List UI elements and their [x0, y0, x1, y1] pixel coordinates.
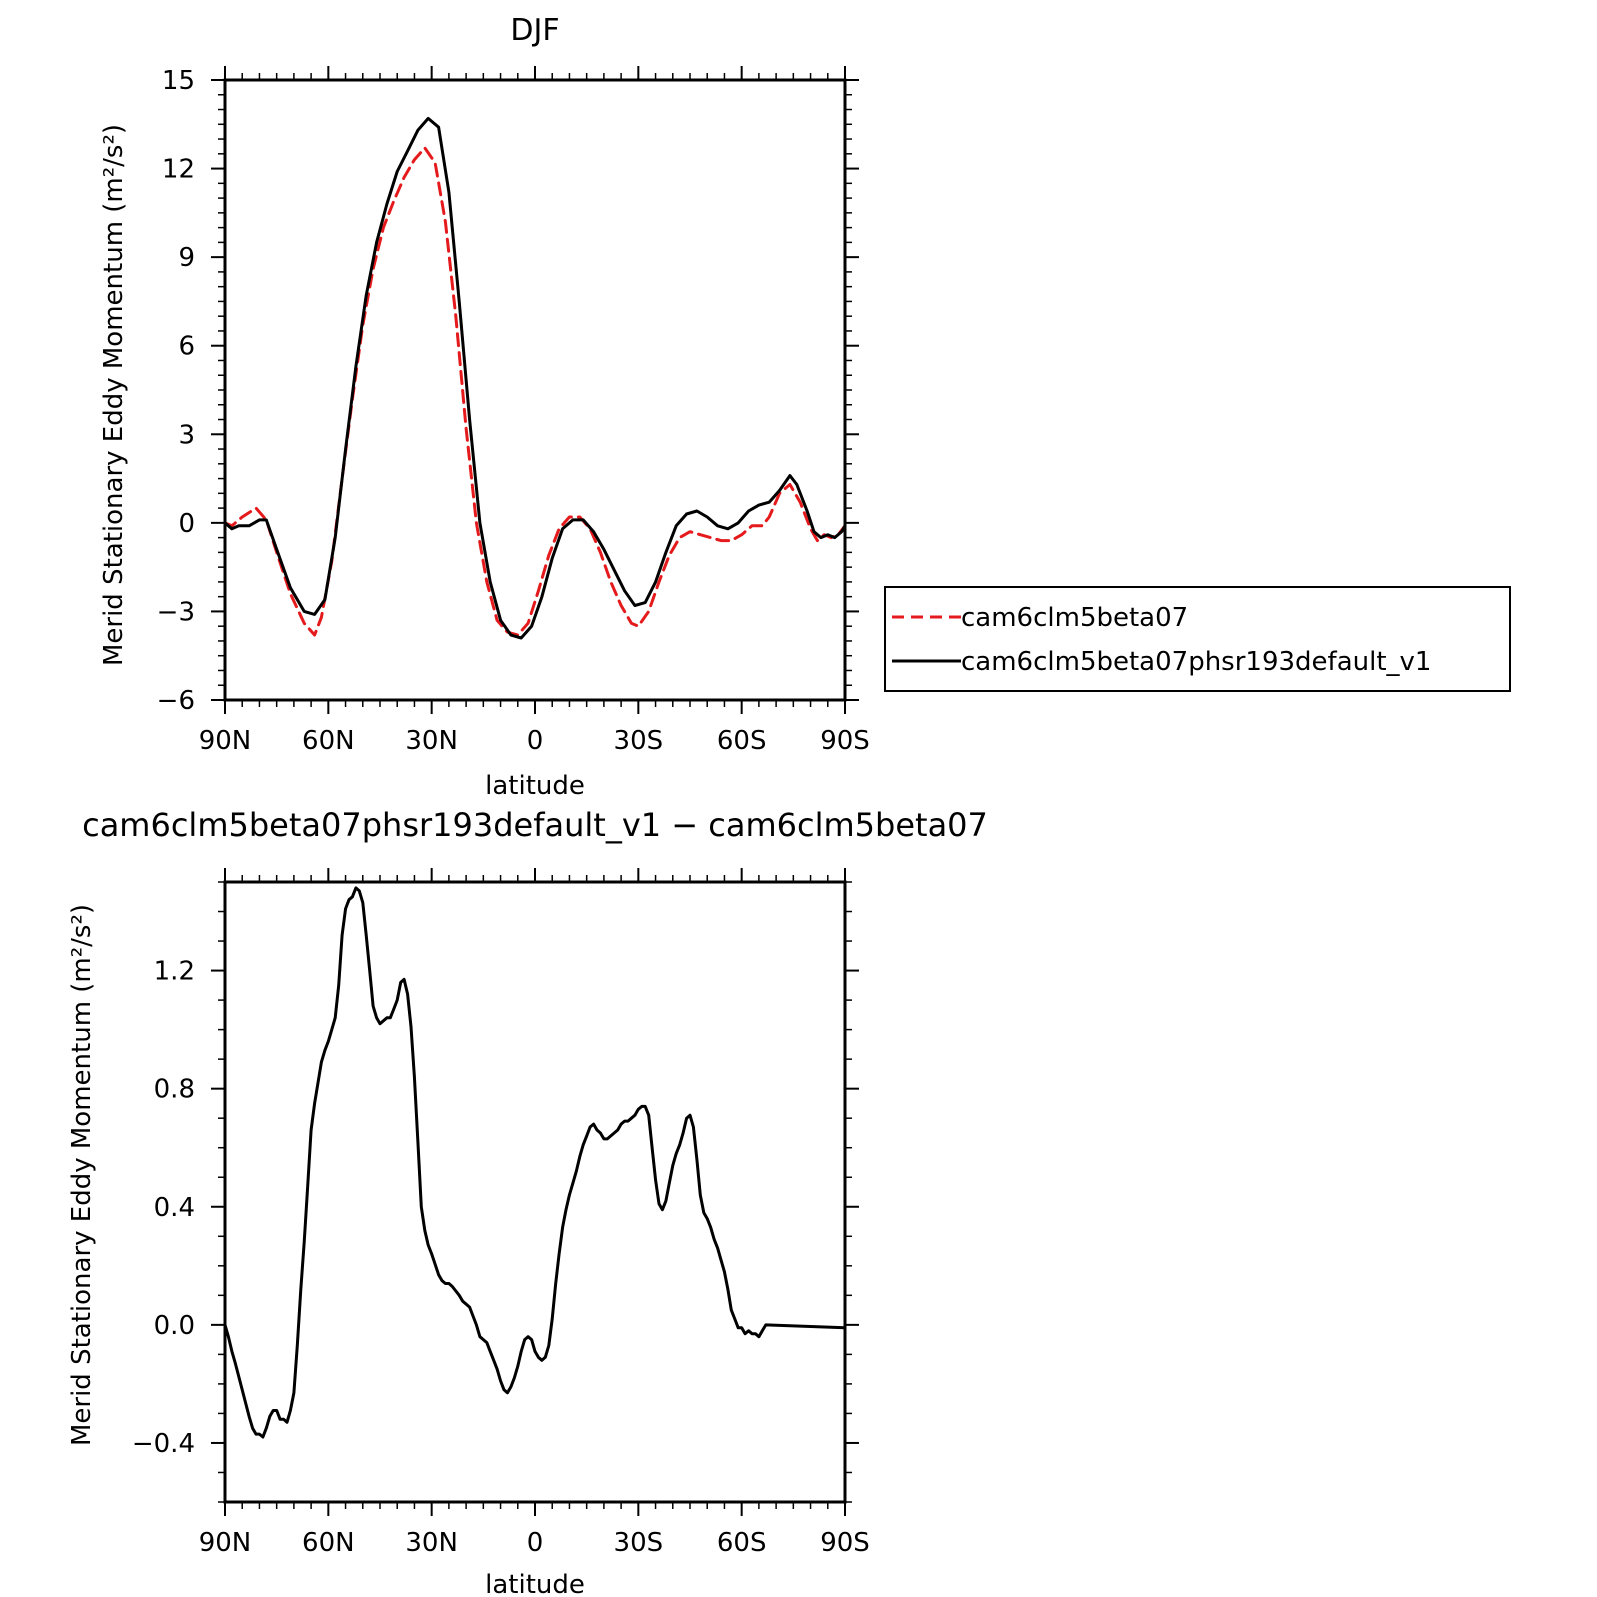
top-chart-y-tick-label: 15 — [162, 66, 195, 96]
bottom-chart-panel: cam6clm5beta07phsr193default_v1 − cam6cl… — [67, 806, 988, 1597]
bottom-chart-x-tick-label: 60N — [302, 1528, 355, 1558]
top-chart-plot-frame — [223, 78, 847, 702]
top-chart-series-group — [223, 116, 847, 640]
bottom-chart-y-tick-label: 1.2 — [154, 957, 195, 987]
top-chart-x-tick-label: 30N — [405, 726, 458, 756]
bottom-chart-x-axis-label: latitude — [485, 1570, 585, 1597]
top-chart-x-tick-label: 30S — [614, 726, 664, 756]
bottom-chart-title: cam6clm5beta07phsr193default_v1 − cam6cl… — [82, 806, 988, 844]
bottom-chart-x-tick-label: 60S — [717, 1528, 767, 1558]
bottom-chart-x-tick-label: 30N — [405, 1528, 458, 1558]
bottom-chart-plot-frame — [223, 880, 847, 1504]
top-chart-panel: DJF Merid Stationary Eddy Momentum (m²/s… — [99, 13, 870, 801]
legend-box — [884, 586, 1511, 692]
top-chart-y-tick-label: 12 — [162, 155, 195, 185]
top-chart-ticks: 90N 60N 30N 0 30S 60S 90S −6 −3 0 3 6 9 12 15 — [157, 66, 870, 756]
bottom-chart-y-tick-label: 0.8 — [154, 1075, 195, 1105]
top-chart-title: DJF — [510, 13, 559, 48]
bottom-chart-x-tick-label: 0 — [527, 1528, 544, 1558]
bottom-chart-y-tick-label: 0.0 — [154, 1311, 195, 1341]
top-chart-x-axis-label: latitude — [485, 771, 585, 801]
bottom-chart-x-tick-label: 30S — [614, 1528, 664, 1558]
top-chart-y-tick-label: 6 — [178, 332, 195, 362]
bottom-chart-y-axis-label: Merid Stationary Eddy Momentum (m²/s²) — [67, 904, 97, 1446]
top-chart-y-tick-label: −6 — [157, 686, 195, 716]
bottom-chart-x-tick-label: 90S — [820, 1528, 870, 1558]
top-chart-x-tick-label: 90S — [820, 726, 870, 756]
top-chart-y-tick-label: 9 — [178, 243, 195, 273]
bottom-chart-ticks: 90N 60N 30N 0 30S 60S 90S −0.4 0.0 0.4 0.8 1.2 — [132, 868, 870, 1558]
legend-label-series-2: cam6clm5beta07phsr193default_v1 — [961, 647, 1431, 677]
top-chart-x-tick-label: 0 — [527, 726, 544, 756]
bottom-chart-series-group — [223, 886, 847, 1439]
bottom-chart-x-tick-label: 90N — [199, 1528, 252, 1558]
top-chart-series-line-1 — [223, 146, 847, 637]
top-chart-y-tick-label: 0 — [178, 509, 195, 539]
legend-label-series-1: cam6clm5beta07 — [961, 603, 1188, 633]
bottom-chart-y-tick-label: 0.4 — [154, 1193, 195, 1223]
top-chart-legend: cam6clm5beta07 cam6clm5beta07phsr193defa… — [884, 586, 1511, 692]
top-chart-series-line-2 — [223, 116, 847, 640]
bottom-chart-series-line-1 — [223, 886, 847, 1439]
bottom-chart-y-tick-label: −0.4 — [132, 1429, 195, 1459]
top-chart-y-tick-label: −3 — [157, 597, 195, 627]
top-chart-x-tick-label: 60N — [302, 726, 355, 756]
top-chart-y-axis-label: Merid Stationary Eddy Momentum (m²/s²) — [99, 124, 129, 666]
top-chart-x-tick-label: 90N — [199, 726, 252, 756]
top-chart-y-tick-label: 3 — [178, 420, 195, 450]
top-chart-x-tick-label: 60S — [717, 726, 767, 756]
